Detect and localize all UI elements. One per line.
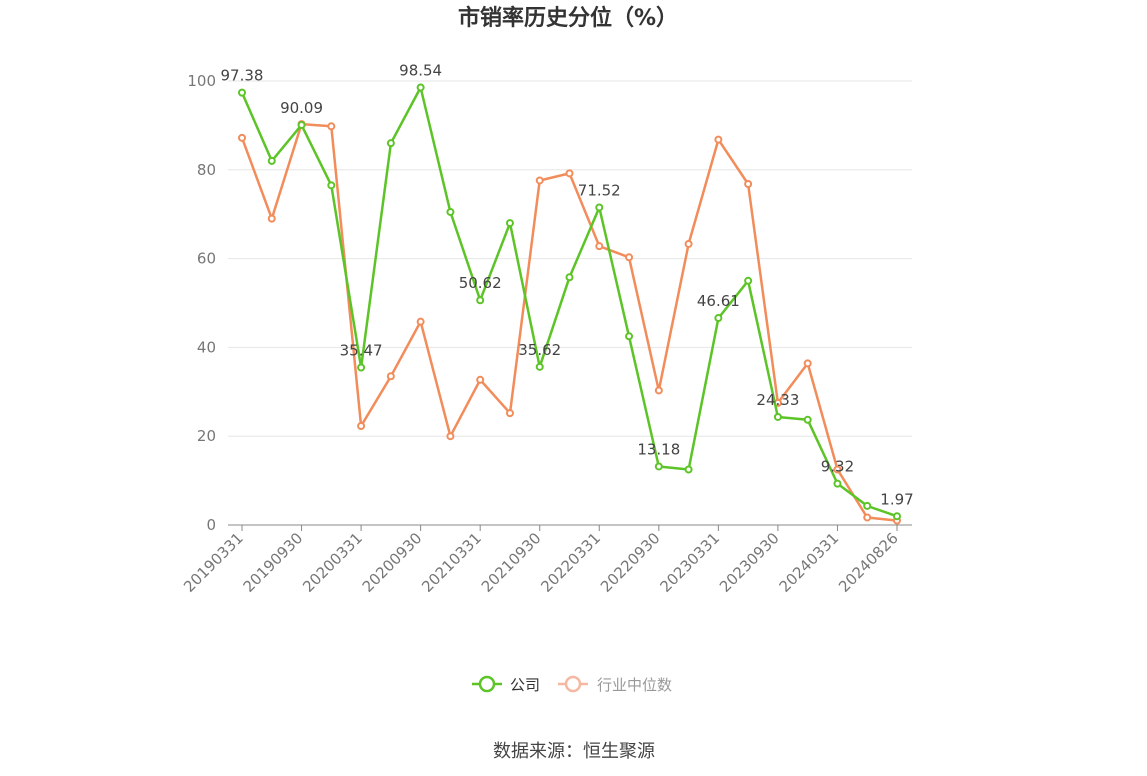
data-label: 97.38 xyxy=(221,67,264,85)
x-axis: 2019033120190930202003312020093020210331… xyxy=(180,524,912,596)
x-tick-label: 20240826 xyxy=(835,529,902,596)
y-axis: 0 20 40 60 80 100 xyxy=(187,72,216,534)
data-point[interactable] xyxy=(476,296,485,305)
data-point[interactable] xyxy=(744,276,753,285)
y-tick-label: 0 xyxy=(206,516,216,534)
data-point[interactable] xyxy=(267,156,276,165)
series-line xyxy=(240,122,898,522)
data-label: 24.33 xyxy=(756,391,799,409)
x-tick-label: 20190331 xyxy=(180,529,247,596)
chart-title: 市销率历史分位（%） xyxy=(458,5,678,31)
series-line xyxy=(240,86,898,518)
grid xyxy=(228,80,912,437)
series-industry-median xyxy=(238,120,901,525)
data-point[interactable] xyxy=(893,512,901,521)
series-company xyxy=(238,83,901,521)
y-tick-label: 60 xyxy=(197,250,216,268)
x-tick-label: 20190930 xyxy=(240,529,307,596)
data-point[interactable] xyxy=(297,121,306,130)
legend-label: 行业中位数 xyxy=(597,676,672,694)
x-tick-label: 20210930 xyxy=(478,529,545,596)
data-point[interactable] xyxy=(386,139,395,148)
x-tick-label: 20210331 xyxy=(418,529,485,596)
data-point[interactable] xyxy=(684,465,693,474)
y-tick-label: 100 xyxy=(187,72,216,90)
data-point[interactable] xyxy=(714,135,723,144)
data-point[interactable] xyxy=(654,462,663,471)
data-point[interactable] xyxy=(327,181,336,190)
x-tick-label: 20200930 xyxy=(359,529,426,596)
data-point[interactable] xyxy=(625,332,634,341)
legend[interactable]: 公司 行业中位数 xyxy=(472,675,672,694)
y-tick-label: 20 xyxy=(197,427,216,445)
data-point[interactable] xyxy=(327,122,336,131)
data-point[interactable] xyxy=(803,359,812,368)
data-point[interactable] xyxy=(714,314,723,323)
data-point[interactable] xyxy=(803,415,812,424)
legend-marker xyxy=(478,675,496,693)
x-tick-label: 20230331 xyxy=(656,529,723,596)
series-layer xyxy=(238,83,901,525)
legend-marker xyxy=(564,675,582,693)
data-point[interactable] xyxy=(595,242,604,251)
data-label: 71.52 xyxy=(578,181,621,199)
x-tick-label: 20240331 xyxy=(776,529,843,596)
data-point[interactable] xyxy=(565,273,574,282)
data-point[interactable] xyxy=(744,180,753,189)
data-label: 13.18 xyxy=(637,440,680,458)
data-label: 90.09 xyxy=(280,99,323,117)
data-point[interactable] xyxy=(238,133,246,142)
data-label: 46.61 xyxy=(697,292,740,310)
data-point[interactable] xyxy=(505,219,514,228)
data-label: 35.47 xyxy=(340,342,383,360)
data-point[interactable] xyxy=(476,375,485,384)
data-point[interactable] xyxy=(595,203,604,212)
data-point[interactable] xyxy=(386,372,395,381)
data-point[interactable] xyxy=(416,83,425,92)
data-point[interactable] xyxy=(833,479,842,488)
data-point[interactable] xyxy=(654,386,663,395)
data-point[interactable] xyxy=(684,239,693,248)
data-point[interactable] xyxy=(505,409,514,418)
data-point[interactable] xyxy=(535,176,544,185)
data-point[interactable] xyxy=(863,501,872,510)
data-point[interactable] xyxy=(238,88,246,97)
legend-label: 公司 xyxy=(510,676,540,694)
x-tick-label: 20200331 xyxy=(299,529,366,596)
legend-item-industry-median[interactable]: 行业中位数 xyxy=(558,675,672,694)
data-label: 98.54 xyxy=(399,61,442,79)
data-point[interactable] xyxy=(416,317,425,326)
data-point[interactable] xyxy=(446,432,455,441)
data-point[interactable] xyxy=(357,363,366,372)
data-label: 35.62 xyxy=(518,341,561,359)
y-tick-label: 40 xyxy=(197,338,216,356)
data-point[interactable] xyxy=(625,253,634,262)
data-point[interactable] xyxy=(863,513,872,522)
source-note: 数据来源：恒生聚源 xyxy=(493,741,655,762)
data-label: 50.62 xyxy=(459,274,502,292)
x-tick-label: 20220331 xyxy=(537,529,604,596)
data-point[interactable] xyxy=(833,465,842,474)
data-label: 1.97 xyxy=(880,490,913,508)
data-point[interactable] xyxy=(446,207,455,216)
data-point[interactable] xyxy=(267,214,276,223)
x-tick-label: 20220930 xyxy=(597,529,664,596)
data-point[interactable] xyxy=(565,169,574,178)
x-tick-label: 20230930 xyxy=(716,529,783,596)
y-tick-label: 80 xyxy=(197,161,216,179)
data-point[interactable] xyxy=(773,412,782,421)
data-labels: 97.38 90.09 35.47 98.54 50.62 35.62 71.52 13.18… xyxy=(221,61,914,508)
data-point[interactable] xyxy=(535,362,544,371)
data-label: 9.32 xyxy=(821,458,854,476)
legend-item-company[interactable]: 公司 xyxy=(472,675,540,694)
data-point[interactable] xyxy=(357,421,366,430)
